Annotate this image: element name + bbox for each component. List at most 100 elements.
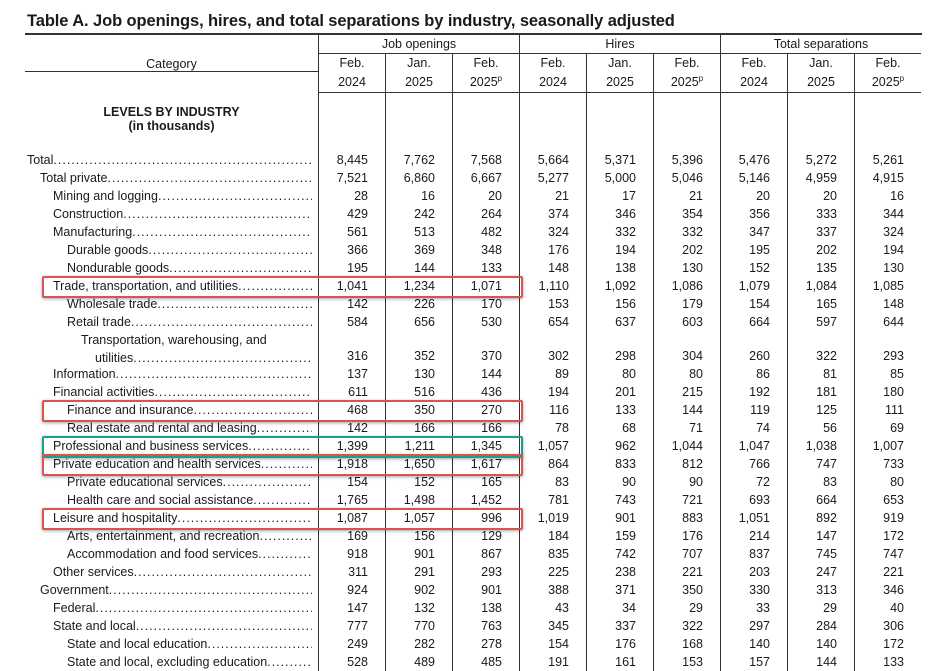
table-cell: 33 (720, 599, 787, 617)
table-cell: 1,399 (318, 437, 385, 455)
table-row: Manufacturing561513482324332332347337324 (25, 223, 922, 241)
table-cell: 745 (787, 545, 854, 563)
table-cell: 133 (854, 653, 921, 671)
table-cell: 311 (318, 563, 385, 581)
table-cell: 142 (318, 419, 385, 437)
table-cell: 5,277 (519, 169, 586, 187)
table-row: Government924902901388371350330313346 (25, 581, 922, 599)
table-cell: 653 (854, 491, 921, 509)
table-cell: 316 (318, 331, 385, 365)
row-label: Total private (25, 169, 318, 187)
table-cell: 144 (653, 401, 720, 419)
table-cell: 153 (653, 653, 720, 671)
table-cell: 111 (854, 401, 921, 419)
category-spacer (25, 53, 318, 93)
table-cell: 184 (519, 527, 586, 545)
table-cell: 1,452 (452, 491, 519, 509)
table-cell: 29 (653, 599, 720, 617)
row-label: Transportation, warehousing, and utilitie… (25, 331, 318, 365)
row-label: Private education and health services (25, 455, 318, 473)
table-cell: 1,086 (653, 277, 720, 295)
table-cell: 1,038 (787, 437, 854, 455)
table-cell: 1,498 (385, 491, 452, 509)
table-cell: 165 (787, 295, 854, 313)
table-cell: 436 (452, 383, 519, 401)
table-cell: 130 (854, 259, 921, 277)
table-cell: 154 (519, 635, 586, 653)
table-cell: 637 (586, 313, 653, 331)
table-cell: 172 (854, 635, 921, 653)
table-cell: 902 (385, 581, 452, 599)
row-label: Total (25, 151, 318, 169)
table-cell: 202 (653, 241, 720, 259)
table-cell: 152 (720, 259, 787, 277)
table-cell: 5,396 (653, 151, 720, 169)
table-cell: 140 (720, 635, 787, 653)
row-label: State and local education (25, 635, 318, 653)
table-cell: 597 (787, 313, 854, 331)
table-cell: 781 (519, 491, 586, 509)
row-label: Arts, entertainment, and recreation (25, 527, 318, 545)
table-row: Arts, entertainment, and recreation16915… (25, 527, 922, 545)
row-label: State and local (25, 617, 318, 635)
table-cell: 16 (854, 187, 921, 205)
table-cell: 1,650 (385, 455, 452, 473)
table-cell: 374 (519, 205, 586, 223)
table-row: Trade, transportation, and utilities1,04… (25, 277, 922, 295)
table-cell: 664 (720, 313, 787, 331)
table-cell: 298 (586, 331, 653, 365)
table-cell: 733 (854, 455, 921, 473)
table-cell: 1,079 (720, 277, 787, 295)
table-cell: 345 (519, 617, 586, 635)
table-cell: 344 (854, 205, 921, 223)
table-cell: 116 (519, 401, 586, 419)
table-cell: 156 (586, 295, 653, 313)
table-cell: 71 (653, 419, 720, 437)
table-cell: 1,084 (787, 277, 854, 295)
table-cell: 962 (586, 437, 653, 455)
table-cell: 901 (385, 545, 452, 563)
table-cell: 5,046 (653, 169, 720, 187)
table-row: Leisure and hospitality1,0871,0579961,01… (25, 509, 922, 527)
table-cell: 147 (318, 599, 385, 617)
table-cell: 584 (318, 313, 385, 331)
group-job-openings: Job openings (318, 35, 519, 54)
table-cell: 20 (787, 187, 854, 205)
table-cell: 333 (787, 205, 854, 223)
table-cell: 148 (854, 295, 921, 313)
table-cell: 5,000 (586, 169, 653, 187)
table-cell: 337 (787, 223, 854, 241)
table-row: Federal147132138433429332940 (25, 599, 922, 617)
table-cell: 138 (586, 259, 653, 277)
table-cell: 147 (787, 527, 854, 545)
period-header-row: Feb. 2024 Jan. 2025 Feb. 2025p Feb. 2024 Jan. 202… (25, 53, 922, 93)
table-cell: 369 (385, 241, 452, 259)
table-row: Other services31129129322523822120324722… (25, 563, 922, 581)
table-cell: 194 (519, 383, 586, 401)
table-cell: 176 (586, 635, 653, 653)
table-cell: 194 (586, 241, 653, 259)
section-title: LEVELS BY INDUSTRY (103, 105, 240, 119)
table-cell: 144 (385, 259, 452, 277)
table-cell: 157 (720, 653, 787, 671)
table-cell: 8,445 (318, 151, 385, 169)
table-row: Total private7,5216,8606,6675,2775,0005,… (25, 169, 922, 187)
table-cell: 138 (452, 599, 519, 617)
table-row: Health care and social assistance1,7651,… (25, 491, 922, 509)
table-cell: 996 (452, 509, 519, 527)
table-cell: 924 (318, 581, 385, 599)
table-cell: 429 (318, 205, 385, 223)
table-cell: 352 (385, 331, 452, 365)
table-cell: 837 (720, 545, 787, 563)
table-cell: 1,057 (519, 437, 586, 455)
period-header: Feb. 2024 (720, 53, 787, 93)
table-cell: 1,071 (452, 277, 519, 295)
table-cell: 203 (720, 563, 787, 581)
table-cell: 226 (385, 295, 452, 313)
table-cell: 1,085 (854, 277, 921, 295)
table-cell: 168 (653, 635, 720, 653)
table-cell: 864 (519, 455, 586, 473)
table-row: Private educational services154152165839… (25, 473, 922, 491)
table-cell: 302 (519, 331, 586, 365)
row-label: Other services (25, 563, 318, 581)
